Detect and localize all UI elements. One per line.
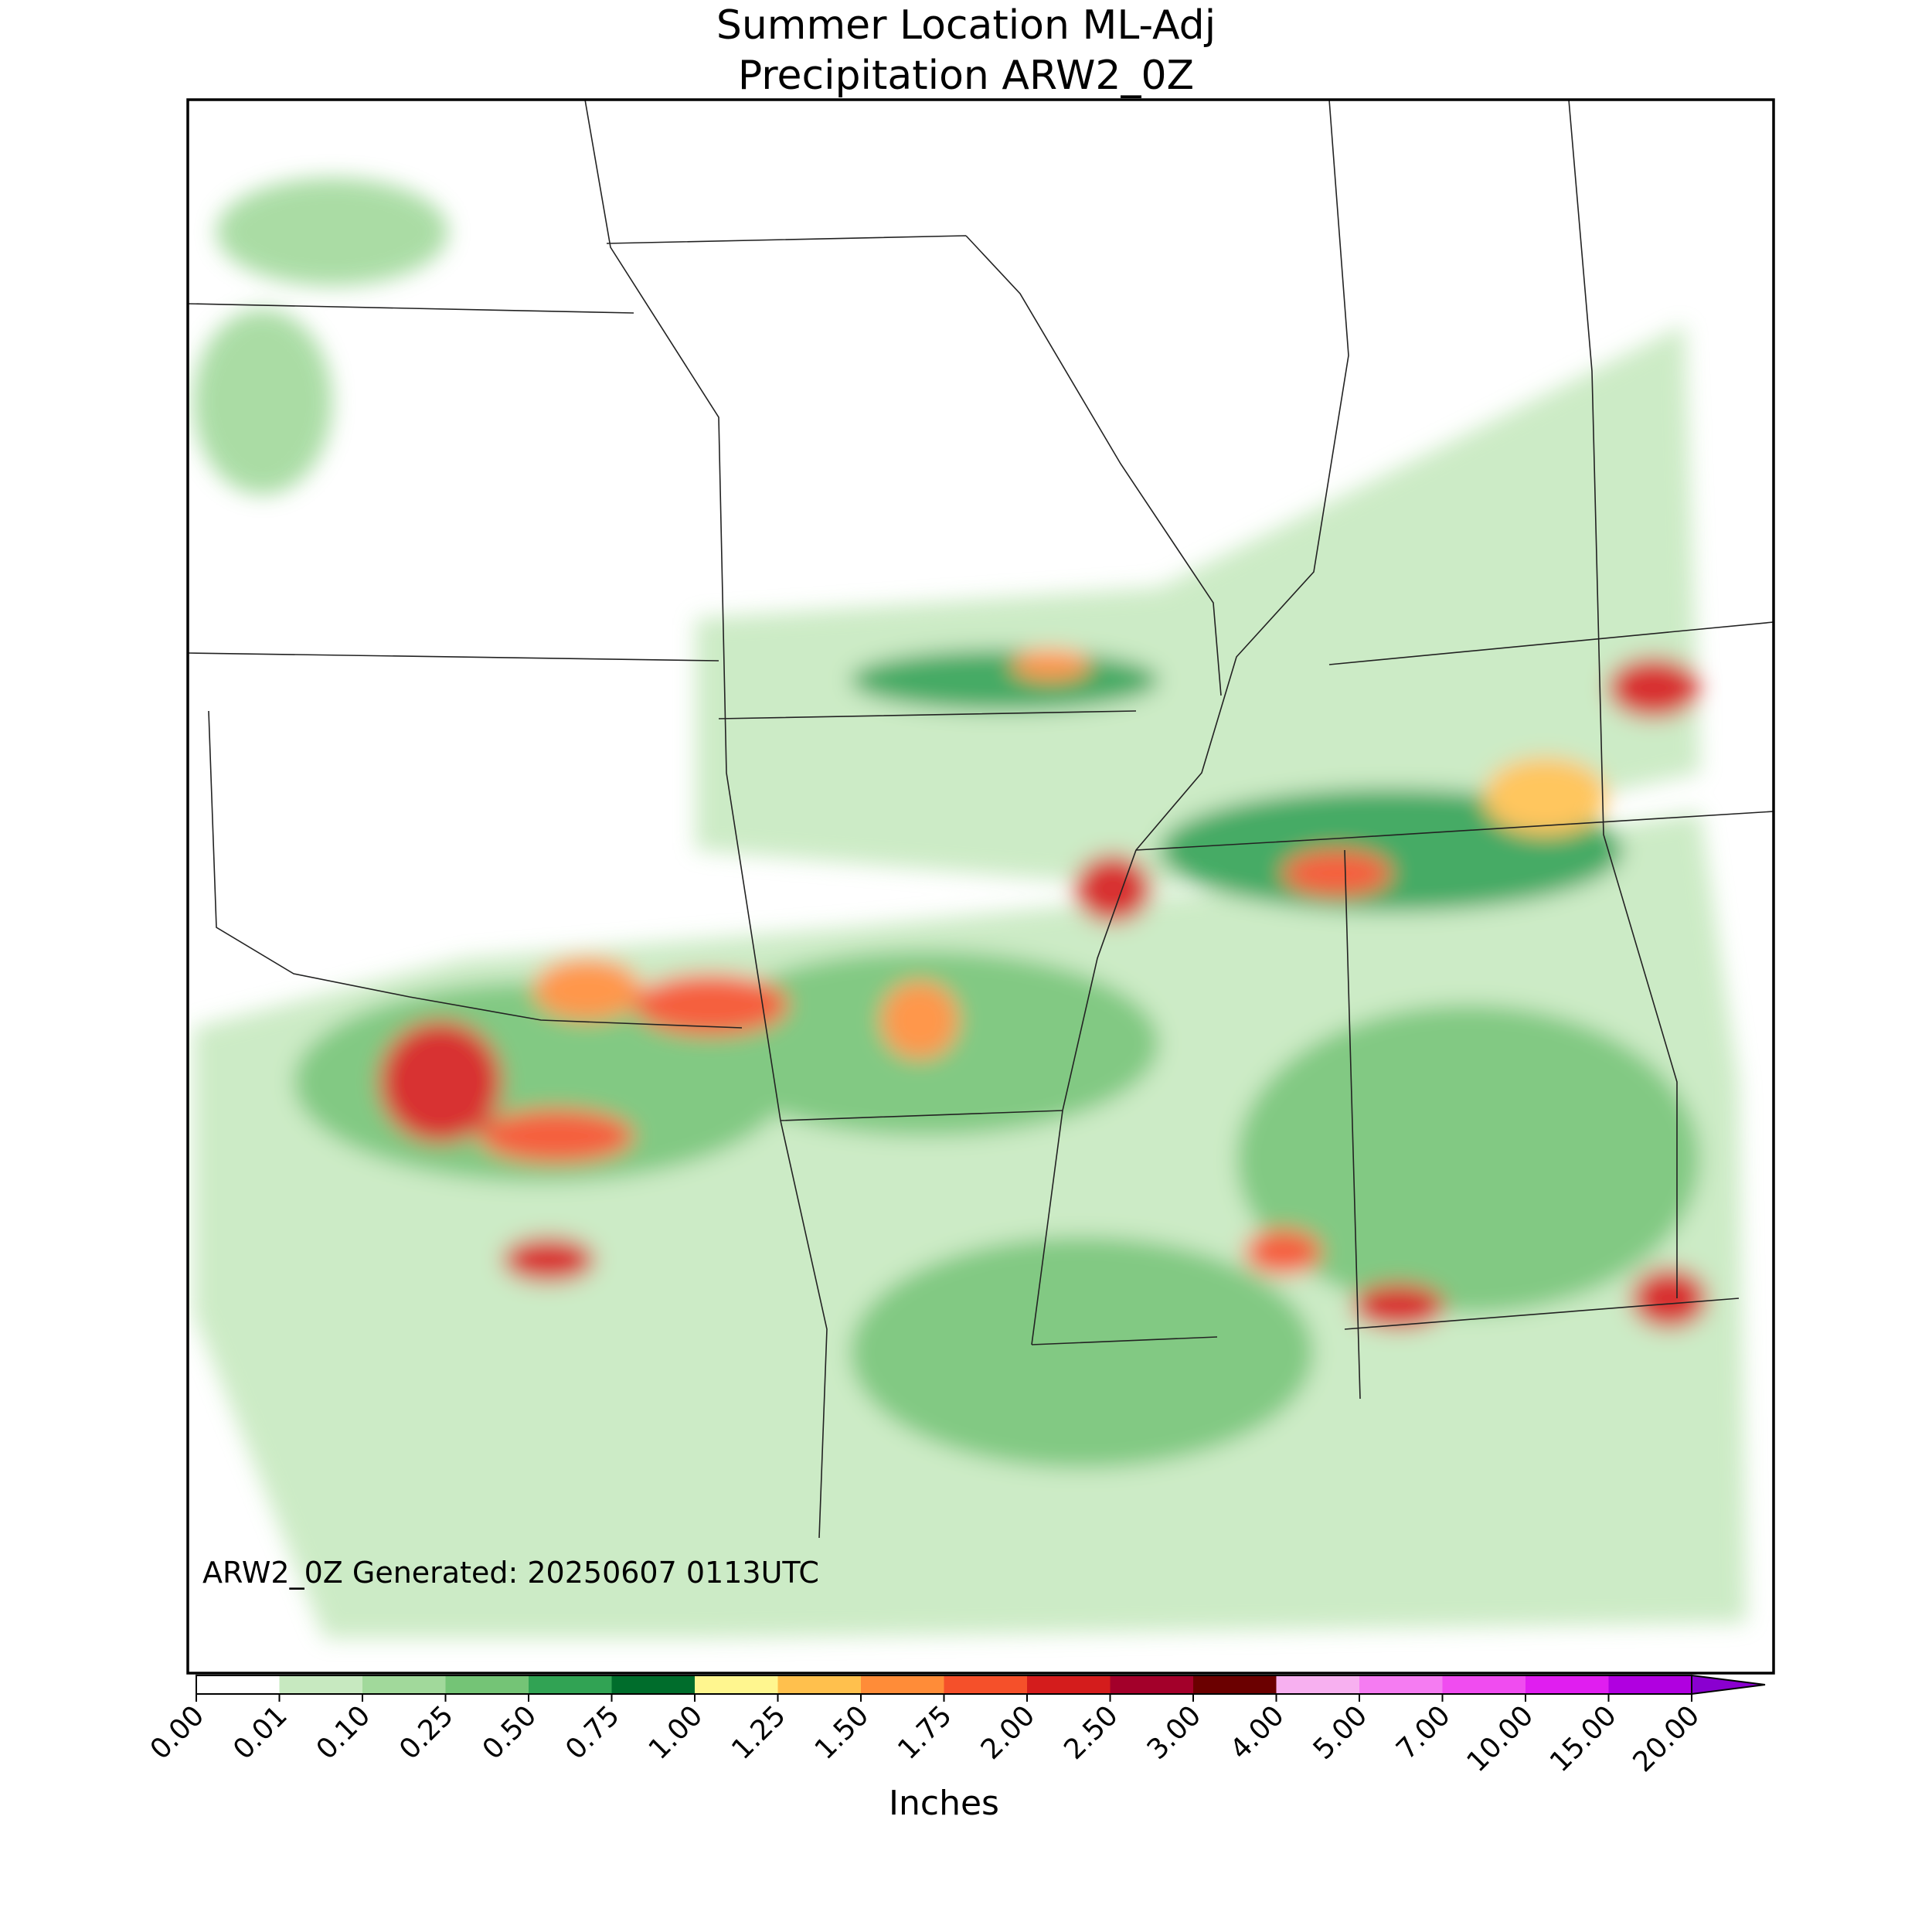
colorbar-segment (1027, 1675, 1111, 1694)
colorbar-label: Inches (889, 1784, 999, 1823)
colorbar-tick-label: 0.50 (477, 1699, 543, 1766)
colorbar-tick-label: 0.75 (560, 1699, 626, 1766)
colorbar-segment (1359, 1675, 1443, 1694)
precip-field (188, 100, 1774, 1638)
colorbar-segment (362, 1675, 446, 1694)
colorbar-tick-label: 1.00 (643, 1699, 709, 1766)
colorbar-segment (1442, 1675, 1526, 1694)
colorbar-segment (1526, 1675, 1609, 1694)
colorbar-tick-label: 0.10 (311, 1699, 377, 1766)
colorbar-tick-label: 0.25 (393, 1699, 460, 1766)
title-line: Summer Location ML-Adj (716, 2, 1216, 49)
colorbar: 0.00 0.01 0.10 0.25 0.50 0.75 1.00 1.25 1.50 1.75… (145, 1674, 1766, 1823)
colorbar-segment (196, 1675, 280, 1694)
colorbar-tick-label: 0.00 (145, 1699, 211, 1766)
colorbar-segment (777, 1675, 862, 1694)
colorbar-segment (1110, 1675, 1194, 1694)
colorbar-tick-label: 4.00 (1224, 1699, 1291, 1766)
map-frame (186, 98, 1775, 1675)
colorbar-segment (944, 1675, 1028, 1694)
colorbar-tick-label: 1.75 (892, 1699, 958, 1766)
colorbar-segment (1608, 1675, 1692, 1694)
colorbar-segment (445, 1675, 529, 1694)
colorbar-segment (861, 1675, 944, 1694)
colorbar-tick-label: 10.00 (1461, 1699, 1539, 1778)
colorbar-tick-label: 2.50 (1058, 1699, 1124, 1766)
annotation: ARW2_0Z Generated: 20250607 0113UTC (202, 1556, 819, 1590)
colorbar-tick-label: 5.00 (1308, 1699, 1374, 1766)
colorbar-tick-label: 1.50 (809, 1699, 876, 1766)
colorbar-tick-label: 20.00 (1627, 1699, 1706, 1778)
colorbar-segment (1276, 1675, 1360, 1694)
colorbar-segment (611, 1675, 696, 1694)
colorbar-tick-label: 3.00 (1141, 1699, 1208, 1766)
colorbar-segment (695, 1675, 778, 1694)
colorbar-tick-label: 2.00 (975, 1699, 1042, 1766)
colorbar-tick-label: 15.00 (1544, 1699, 1623, 1778)
colorbar-tick-label: 1.25 (726, 1699, 792, 1766)
colorbar-tick-label: 0.01 (227, 1699, 294, 1766)
colorbar-segment (1193, 1675, 1277, 1694)
title-line: Precipitation ARW2_0Z (738, 53, 1194, 99)
colorbar-segment (529, 1675, 612, 1694)
state-borders (188, 100, 1774, 1539)
colorbar-extension (1691, 1674, 1766, 1696)
colorbar-segment (279, 1675, 363, 1694)
colorbar-tick-label: 7.00 (1390, 1699, 1457, 1766)
